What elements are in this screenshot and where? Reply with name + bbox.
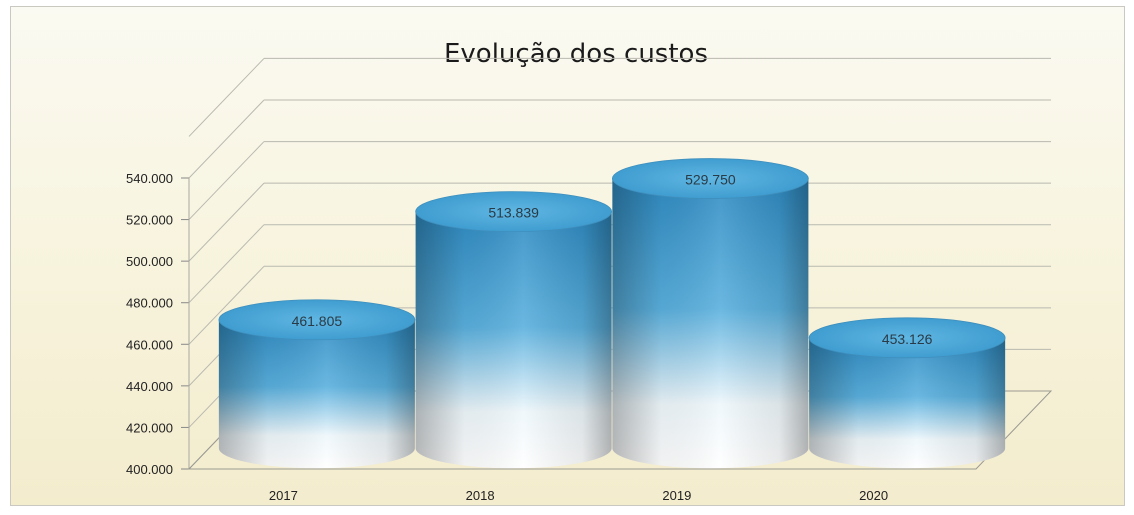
y-tick-label: 540.000 [126, 171, 173, 186]
y-tick-label: 480.000 [126, 296, 173, 311]
gridline-depth [188, 141, 265, 220]
bar-2020: 453.126 [808, 317, 1006, 469]
bar-cap [218, 299, 416, 341]
bar-shading [612, 178, 809, 469]
data-label: 453.126 [882, 331, 933, 347]
y-tick-label: 460.000 [126, 337, 173, 352]
cylinder-bar-chart: Evolução dos custos 400.000 420.000 440.00… [126, 39, 1053, 503]
y-axis: 400.000 420.000 440.000 460.000 480.000 500.0… [126, 171, 190, 477]
bar-cap [415, 191, 613, 233]
gridline-depth [188, 265, 265, 345]
bar-2017: 461.805 [218, 299, 416, 469]
bars: 461.805 513.839 529.750 453.126 [218, 158, 1006, 469]
y-tick-label: 520.000 [126, 213, 173, 228]
data-label: 461.805 [292, 313, 343, 329]
bar-cap [808, 317, 1006, 359]
y-tick-label: 500.000 [126, 254, 173, 269]
data-label: 513.839 [488, 205, 539, 221]
y-tick-label: 420.000 [126, 420, 173, 435]
bar-2018: 513.839 [415, 191, 613, 469]
chart-frame: Evolução dos custos 400.000 420.000 440.00… [10, 6, 1125, 506]
chart-title: Evolução dos custos [444, 39, 708, 69]
x-tick-label: 2018 [466, 488, 495, 503]
x-tick-label: 2017 [269, 488, 298, 503]
bar-2019: 529.750 [611, 158, 809, 469]
y-tick-label: 440.000 [126, 379, 173, 394]
data-label: 529.750 [685, 172, 736, 188]
bar-cap [611, 158, 809, 199]
x-tick-label: 2020 [859, 488, 888, 503]
x-tick-label: 2019 [662, 488, 691, 503]
gridline-depth [188, 182, 265, 262]
y-tick-label: 400.000 [126, 462, 173, 477]
gridline-depth [188, 58, 265, 137]
bar-shading [415, 211, 612, 469]
x-axis: 2017 2018 2019 2020 [189, 468, 976, 503]
gridline-depth [188, 224, 265, 304]
gridline-depth [188, 99, 265, 179]
bar-shading [218, 319, 415, 469]
bar-shading [809, 337, 1006, 469]
